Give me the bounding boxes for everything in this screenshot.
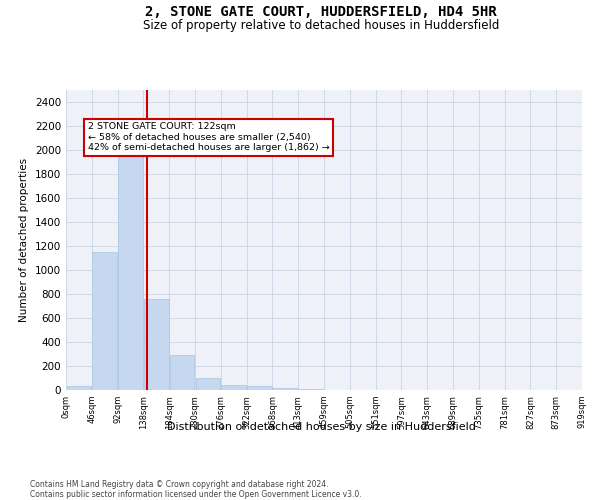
Text: Size of property relative to detached houses in Huddersfield: Size of property relative to detached ho… (143, 19, 499, 32)
Text: Contains HM Land Registry data © Crown copyright and database right 2024.
Contai: Contains HM Land Registry data © Crown c… (30, 480, 362, 499)
Bar (273, 388, 298, 390)
Bar (67, 386, 91, 390)
Bar (92, 252, 117, 390)
Bar (196, 378, 220, 390)
Y-axis label: Number of detached properties: Number of detached properties (19, 158, 29, 322)
Bar (170, 355, 194, 390)
Text: Distribution of detached houses by size in Huddersfield: Distribution of detached houses by size … (167, 422, 475, 432)
Bar (118, 156, 143, 390)
Bar (144, 299, 169, 390)
Text: 2 STONE GATE COURT: 122sqm
← 58% of detached houses are smaller (2,540)
42% of s: 2 STONE GATE COURT: 122sqm ← 58% of deta… (88, 122, 329, 152)
Bar (247, 386, 272, 390)
Text: 2, STONE GATE COURT, HUDDERSFIELD, HD4 5HR: 2, STONE GATE COURT, HUDDERSFIELD, HD4 5… (145, 5, 497, 19)
Bar (221, 385, 246, 390)
